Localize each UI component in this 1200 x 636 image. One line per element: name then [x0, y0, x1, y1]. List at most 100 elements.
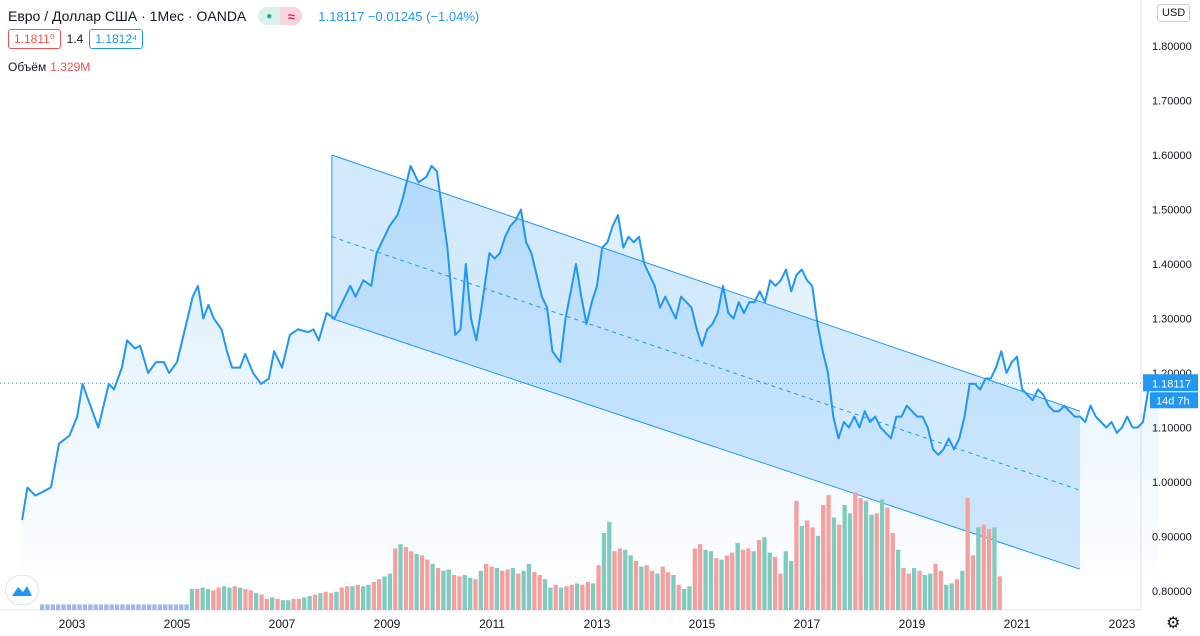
volume-bar — [270, 597, 275, 610]
volume-bar — [655, 573, 660, 610]
volume-legend[interactable]: Объём 1.329M — [8, 60, 90, 74]
gear-icon[interactable]: ⚙ — [1166, 615, 1181, 632]
volume-bar — [318, 593, 323, 610]
volume-bar — [639, 566, 644, 610]
volume-bar — [874, 513, 879, 610]
volume-bar — [462, 575, 467, 610]
volume-bar — [366, 584, 371, 610]
volume-bar — [248, 590, 253, 610]
volume-bar — [954, 579, 960, 610]
volume-bar — [826, 495, 831, 610]
volume-bar — [585, 582, 590, 610]
volume-bar — [56, 604, 61, 610]
volume-bar — [981, 524, 986, 610]
volume-bar — [344, 586, 350, 610]
volume-bar — [676, 584, 681, 610]
volume-bar — [794, 500, 799, 610]
volume-bar — [50, 604, 55, 610]
volume-bar — [302, 597, 307, 610]
symbol-title[interactable]: Евро / Доллар США · 1Мес · OANDA — [8, 8, 247, 24]
volume-bar — [944, 584, 949, 610]
volume-bar — [714, 558, 719, 610]
volume-bar — [61, 604, 66, 610]
volume-bar — [596, 565, 601, 610]
volume-bar — [157, 604, 162, 610]
volume-bar — [805, 520, 810, 610]
channel-upper-line[interactable] — [331, 154, 1081, 412]
volume-bar — [890, 533, 895, 610]
volume-bar — [88, 604, 93, 610]
volume-bar — [912, 568, 917, 610]
volume-bar — [473, 579, 478, 610]
volume-label: Объём — [8, 60, 47, 74]
x-axis: 2003 2005 2007 2009 2011 2013 2015 2017 2019 2021… — [59, 617, 1136, 631]
volume-bar — [564, 586, 569, 610]
volume-bar — [221, 586, 227, 610]
volume-bar — [537, 575, 542, 610]
volume-bar — [607, 521, 612, 610]
x-tick-label: 2013 — [584, 617, 611, 631]
volume-bar — [120, 604, 125, 610]
volume-bar — [254, 593, 259, 610]
y-tick-label: 1.40000 — [1152, 259, 1192, 271]
tradingview-logo-icon[interactable] — [6, 576, 38, 604]
volume-bar — [649, 570, 655, 610]
volume-bar — [425, 559, 430, 610]
volume-bar — [997, 576, 1002, 610]
volume-bar — [896, 549, 901, 610]
volume-bar — [853, 492, 858, 610]
buy-button[interactable]: 1.1812⁴ — [89, 29, 144, 49]
volume-bar — [130, 604, 136, 610]
volume-bar — [414, 554, 419, 610]
volume-bar — [831, 517, 837, 610]
volume-bar — [152, 604, 157, 610]
volume-bar — [98, 604, 104, 610]
volume-bar — [168, 604, 173, 610]
volume-bar — [468, 577, 473, 610]
volume-bar — [93, 604, 98, 610]
volume-value: 1.329M — [50, 60, 91, 74]
volume-bar — [542, 579, 548, 610]
price-line-path — [21, 164, 1160, 521]
status-pill[interactable]: ● ≈ — [258, 7, 303, 25]
volume-bar — [216, 587, 221, 610]
y-tick-label: 0.90000 — [1152, 532, 1192, 544]
x-tick-label: 2007 — [269, 617, 296, 631]
currency-button[interactable]: USD — [1157, 4, 1191, 22]
volume-bar — [810, 527, 815, 610]
spread-value: 1.4 — [66, 32, 84, 46]
volume-bar — [377, 579, 382, 610]
volume-bar — [200, 587, 205, 610]
volume-bar — [114, 604, 120, 610]
countdown-badge — [1150, 392, 1198, 409]
regression-channel[interactable] — [331, 154, 1081, 570]
countdown-text: 14d 7h — [1156, 395, 1190, 407]
volume-bar — [821, 505, 826, 610]
channel-lower-line[interactable] — [331, 318, 1081, 570]
market-open-icon: ● — [258, 7, 281, 25]
sell-button[interactable]: 1.1811⁰ — [8, 29, 61, 49]
volume-bar — [575, 583, 580, 610]
volume-bar — [628, 555, 633, 610]
volume-bar — [970, 555, 976, 610]
volume-bar — [173, 604, 179, 610]
volume-bar — [949, 583, 954, 610]
volume-bar — [708, 551, 714, 610]
volume-bar — [478, 570, 483, 610]
last-price-badge — [1143, 374, 1198, 392]
volume-bar — [548, 587, 553, 610]
volume-bar — [612, 551, 617, 610]
volume-bar — [735, 542, 740, 610]
x-tick-label: 2011 — [479, 617, 505, 631]
trade-buttons: 1.1811⁰ 1.4 1.1812⁴ — [8, 29, 144, 49]
channel-fill — [331, 155, 1080, 570]
y-tick-label: 1.10000 — [1152, 423, 1192, 435]
volume-bar — [403, 547, 409, 610]
volume-bar — [323, 591, 328, 610]
volume-bar — [917, 570, 922, 610]
volume-bar — [451, 575, 457, 610]
volume-bar — [350, 586, 355, 610]
volume-bar — [211, 590, 216, 610]
volume-bar — [136, 604, 141, 610]
